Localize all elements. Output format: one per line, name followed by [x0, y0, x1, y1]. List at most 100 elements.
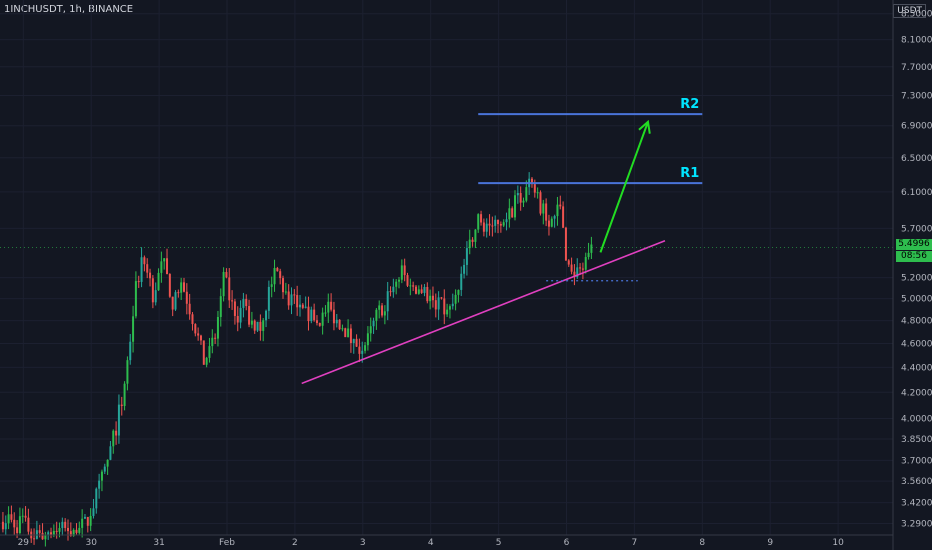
candle-body: [383, 311, 386, 316]
candle-body: [239, 307, 242, 323]
support-trendline: [301, 239, 666, 385]
price-tick-label: 3.8500: [901, 435, 932, 445]
candle-body: [282, 278, 285, 293]
candle-body: [338, 319, 341, 330]
candle-body: [587, 252, 590, 258]
candle-body: [352, 338, 355, 344]
candle-body: [414, 286, 417, 294]
time-axis[interactable]: 29 30 31 Feb 2 3 4 5 6 7 8 9 10: [0, 534, 893, 548]
price-tick-label: 4.0000: [901, 415, 932, 425]
candle-body: [533, 184, 536, 193]
candle-body: [194, 324, 197, 334]
projection-arrow-shaft: [599, 121, 649, 253]
candle-body: [454, 294, 457, 304]
candle-body: [276, 267, 279, 272]
candle-body: [519, 193, 522, 203]
candle-body: [499, 224, 502, 226]
candle-body: [270, 284, 273, 287]
candle-body: [69, 531, 72, 536]
candle-body: [211, 337, 214, 347]
candle-body: [265, 310, 268, 321]
candle-body: [214, 337, 217, 339]
candle-body: [514, 195, 517, 218]
candle-body: [590, 244, 593, 253]
candle-body: [61, 521, 64, 529]
candle-body: [205, 357, 208, 365]
candle-body: [129, 341, 132, 361]
candle-body: [177, 292, 180, 294]
candle-body: [511, 208, 514, 218]
candle-body: [437, 297, 440, 310]
candle-body: [86, 516, 89, 526]
candle-body: [406, 275, 409, 286]
candle-body: [151, 278, 154, 303]
price-axis[interactable]: 8.5000 8.1000 7.7000 7.3000 6.9000 6.5000 6.10…: [892, 0, 932, 550]
candle-body: [542, 203, 545, 214]
candle-body: [248, 306, 251, 325]
candle-body: [556, 204, 559, 217]
candle-body: [386, 291, 389, 312]
candle-body: [219, 296, 222, 317]
candle-body: [287, 291, 290, 306]
candle-body: [202, 340, 205, 365]
candle-body: [123, 383, 126, 406]
candle-body: [457, 289, 460, 295]
currency-button[interactable]: USDT: [893, 4, 926, 18]
candle-body: [372, 320, 375, 327]
price-tick-label: 4.2000: [901, 388, 932, 398]
candle-body: [547, 220, 550, 227]
price-tick-label: 8.5000: [901, 10, 932, 20]
candle-body: [231, 300, 234, 302]
candle-body: [480, 214, 483, 223]
time-tick-label: 10: [832, 538, 844, 548]
candle-body: [216, 316, 219, 339]
candle-body: [307, 306, 310, 322]
candle-body: [364, 345, 367, 351]
candle-body: [47, 532, 50, 536]
candle-body: [58, 528, 61, 532]
candle-body: [236, 315, 239, 323]
candle-body: [378, 305, 381, 310]
candle-body: [67, 527, 70, 532]
candle-body: [188, 303, 191, 315]
candle-body: [18, 516, 21, 533]
candle-body: [420, 289, 423, 293]
candle-body: [242, 298, 245, 308]
candle-body: [505, 219, 508, 223]
candle-body: [395, 281, 398, 287]
candle-body: [502, 222, 505, 226]
candle-body: [321, 312, 324, 326]
candle-body: [440, 297, 443, 299]
candle-body: [208, 346, 211, 358]
candle-body: [539, 192, 542, 214]
price-tick-label: 7.7000: [901, 63, 932, 73]
price-tick-label: 8.1000: [901, 36, 932, 46]
candle-body: [550, 218, 553, 227]
candle-body: [304, 306, 307, 308]
candle-body: [463, 264, 466, 274]
candle-body: [423, 286, 426, 293]
price-tick-label: 4.6000: [901, 339, 932, 349]
time-tick-label: 7: [632, 538, 638, 548]
candle-body: [4, 523, 7, 530]
candle-body: [412, 285, 415, 287]
resistance-label-r2: R2: [680, 97, 699, 112]
candle-body: [332, 309, 335, 324]
candle-body: [400, 265, 403, 280]
candle-body: [50, 532, 53, 535]
time-tick-label: 5: [496, 538, 502, 548]
time-tick-label: 29: [18, 538, 30, 548]
candle-body: [180, 282, 183, 293]
candle-body: [166, 258, 169, 274]
candle-body: [171, 296, 174, 310]
candle-body: [446, 309, 449, 315]
candle-body: [310, 309, 313, 322]
candle-body: [448, 306, 451, 310]
price-tick-label: 5.2000: [901, 274, 932, 284]
candle-body: [191, 314, 194, 325]
candle-body: [259, 321, 262, 331]
projection-arrow-head: [638, 119, 651, 134]
candle-body: [149, 272, 152, 279]
candle-body: [95, 488, 98, 509]
